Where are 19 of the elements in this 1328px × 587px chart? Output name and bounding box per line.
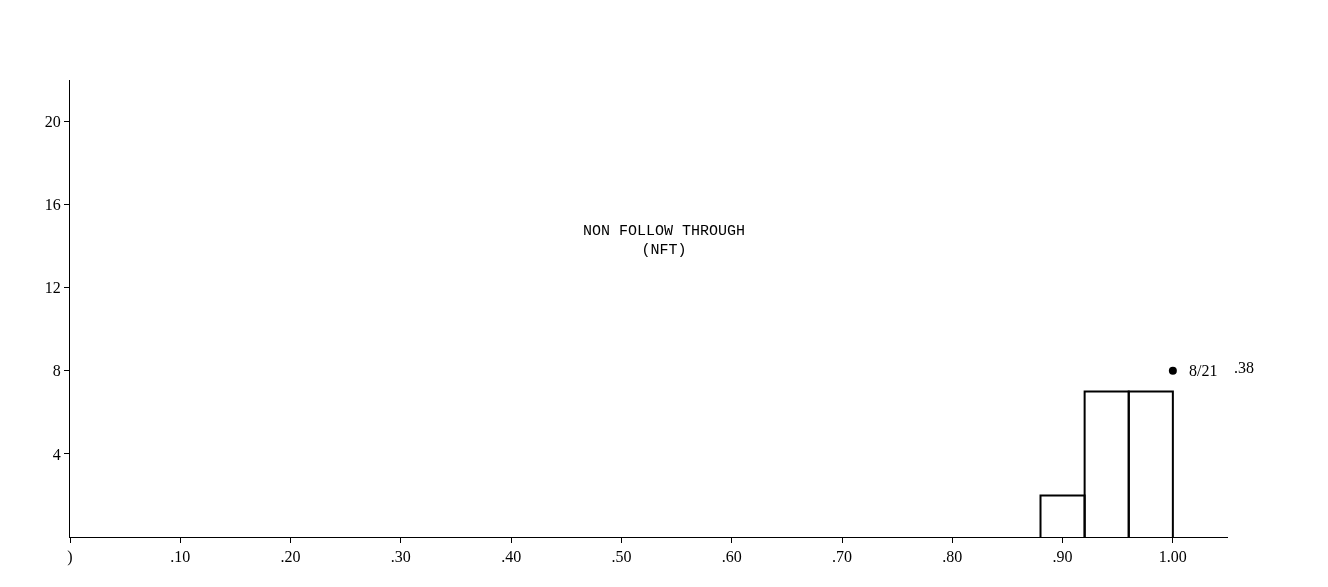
x-tick-label: .10 [170, 548, 191, 566]
annotation: 8/21 [1189, 362, 1218, 379]
y-tick-label: 20 [44, 113, 61, 131]
text: NON FOLLOW THROUGH (NFT) [582, 222, 746, 260]
x-tick-label: ) [67, 548, 73, 567]
y-tick-label: 16 [44, 196, 61, 214]
x-tick-label: .80 [942, 548, 963, 566]
y-tick-label: 12 [44, 279, 61, 297]
x-tick-label: .50 [611, 548, 632, 566]
y-tick-label: 8 [52, 362, 61, 380]
y-tick-label: 4 [52, 445, 61, 463]
x-tick-label: .60 [721, 548, 742, 566]
x-tick-label: .40 [501, 548, 522, 566]
x-tick-label: .30 [390, 548, 411, 566]
text: .38 [1234, 359, 1254, 376]
x-tick-label: .90 [1052, 548, 1073, 566]
x-tick-label: .20 [280, 548, 301, 566]
x-tick-label: 1.00 [1158, 548, 1187, 566]
x-tick-label: .70 [832, 548, 852, 566]
